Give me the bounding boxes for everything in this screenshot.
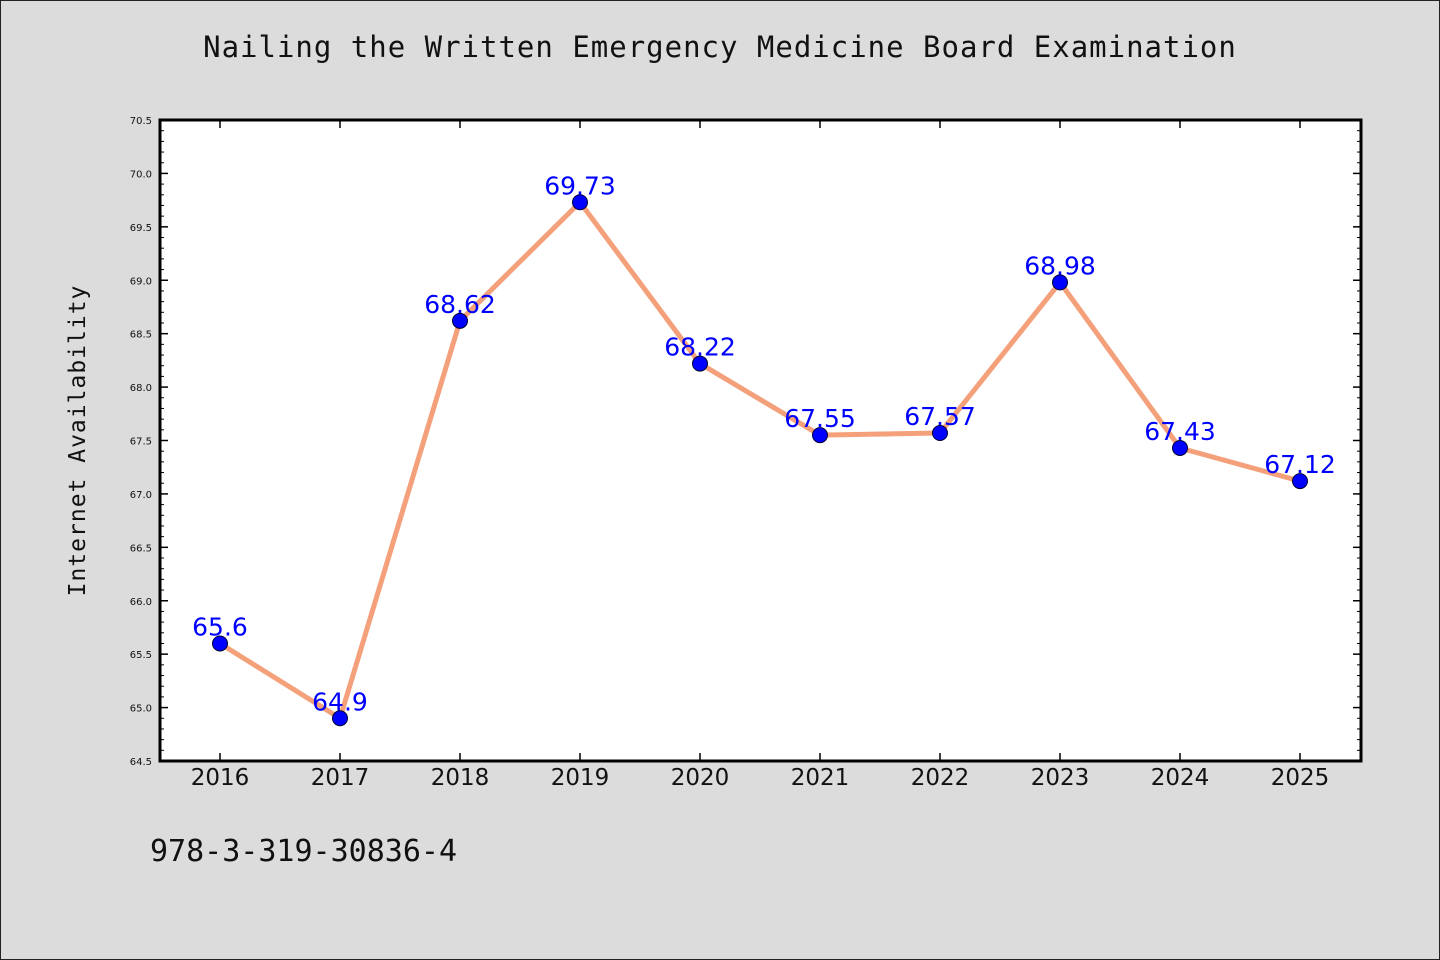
y-axis-label: Internet Availability	[65, 285, 91, 597]
x-tick-label: 2023	[1031, 765, 1090, 791]
data-point	[1172, 439, 1188, 456]
y-tick-label: 68.0	[130, 383, 152, 394]
data-label: 65.6	[192, 612, 248, 641]
data-label: 64.9	[312, 687, 368, 716]
series-line	[218, 199, 1301, 721]
data-label: 67.55	[784, 404, 856, 433]
isbn-text: 978-3-319-30836-4	[150, 834, 458, 869]
x-tick-label: 2022	[911, 765, 970, 791]
y-tick-label: 64.5	[130, 757, 152, 768]
x-tick-label: 2025	[1271, 765, 1330, 791]
x-tick-label: 2024	[1151, 765, 1210, 791]
y-tick-label: 67.0	[130, 490, 152, 501]
x-tick-label: 2019	[551, 765, 610, 791]
y-tick-label: 65.0	[130, 704, 152, 715]
y-tick-label: 67.5	[130, 437, 152, 448]
data-point	[452, 312, 468, 329]
data-label: 67.57	[904, 402, 976, 431]
data-label: 67.12	[1264, 450, 1336, 479]
x-tick-label: 2018	[431, 765, 490, 791]
data-point	[1292, 473, 1308, 490]
data-label: 68.22	[664, 333, 736, 362]
y-tick-label: 66.0	[130, 597, 152, 608]
y-tick-label: 68.5	[130, 330, 152, 341]
data-label: 69.73	[544, 171, 616, 200]
y-axis: 64.5 65.0 65.5 66.0 66.5 67.0 67.5 68.0 68.5 69.0…	[130, 116, 1361, 768]
data-point	[212, 635, 228, 652]
data-points	[212, 194, 1308, 727]
y-tick-label: 66.5	[130, 543, 152, 554]
y-tick-label: 65.5	[130, 650, 152, 661]
data-labels: 65.6 64.9 68.62 69.73 68.22 67.55 67.57 68.98 67…	[192, 171, 1336, 716]
y-tick-label: 70.0	[130, 169, 152, 180]
data-point	[932, 425, 948, 442]
data-point	[1052, 274, 1068, 291]
y-tick-label: 69.0	[130, 276, 152, 287]
data-point	[692, 355, 708, 372]
data-point	[332, 710, 348, 727]
x-tick-label: 2017	[311, 765, 370, 791]
x-tick-label: 2021	[791, 765, 850, 791]
data-point	[812, 427, 828, 444]
y-tick-label: 69.5	[130, 223, 152, 234]
data-label: 67.43	[1144, 417, 1216, 446]
x-tick-label: 2020	[671, 765, 730, 791]
data-label: 68.62	[424, 290, 496, 319]
data-point	[572, 194, 588, 211]
x-tick-label: 2016	[191, 765, 250, 791]
data-label: 68.98	[1024, 251, 1096, 280]
x-axis: 2016 2017 2018 2019 2020 2021 2022 2023 2024 2025	[191, 120, 1330, 791]
y-tick-label: 70.5	[130, 116, 152, 127]
chart-title: Nailing the Written Emergency Medicine B…	[203, 30, 1237, 64]
